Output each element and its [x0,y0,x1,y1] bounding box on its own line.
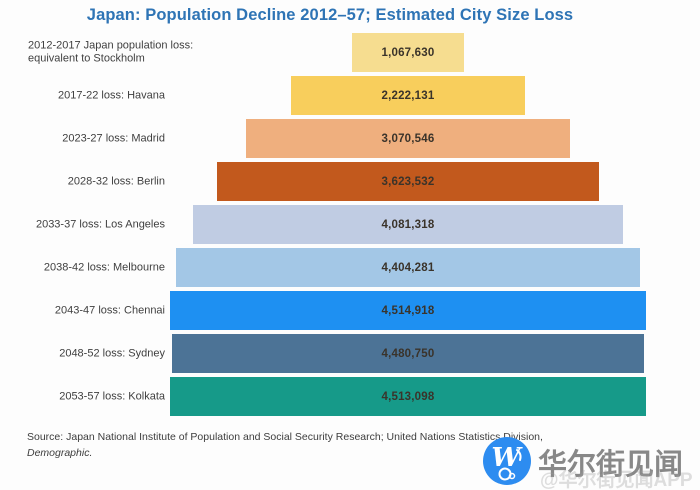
row-label: 2012-2017 Japan population loss: equival… [28,39,194,65]
row-label: 2017-22 loss: Havana [57,88,165,101]
funnel-row: 2023-27 loss: Madrid 3,070,546 [0,119,700,158]
row-label: 2033-37 loss: Los Angeles [35,217,165,230]
chart-title: Japan: Population Decline 2012–57; Estim… [86,6,574,24]
funnel-row: 2043-47 loss: Chennai 4,514,918 [0,291,700,330]
funnel-row: 2028-32 loss: Berlin 3,623,532 [0,162,700,201]
bar-value-label: 2,222,131 [381,89,435,102]
funnel-row: 2012-2017 Japan population loss: equival… [0,33,700,72]
row-label: 2028-32 loss: Berlin [67,174,165,187]
source-note: Source: Japan National Institute of Popu… [27,429,543,461]
funnel-rows: 2012-2017 Japan population loss: equival… [0,33,700,420]
bar-value-label: 4,404,281 [381,261,435,274]
funnel-bar: 4,480,750 [172,334,644,373]
funnel-bar: 4,514,918 [170,291,646,330]
funnel-bar: 2,222,131 [291,76,525,115]
row-label: 2048-52 loss: Sydney [59,346,165,359]
funnel-bar: 3,070,546 [246,119,570,158]
row-label: 2038-42 loss: Melbourne [43,260,165,273]
source-line2: Demographic. [27,447,93,459]
watermark-handle-text: @华尔街见闻APP [540,470,693,490]
bar-value-label: 4,081,318 [381,218,435,231]
bar-value-label: 4,514,918 [381,304,435,317]
funnel-row: 2053-57 loss: Kolkata 4,513,098 [0,377,700,416]
row-label: 2023-27 loss: Madrid [62,131,165,144]
funnel-row: 2038-42 loss: Melbourne 4,404,281 [0,248,700,287]
row-label: 2043-47 loss: Chennai [54,303,165,316]
wscn-logo-icon: W [483,437,531,485]
row-label: 2053-57 loss: Kolkata [59,389,165,402]
funnel-bar: 3,623,532 [217,162,599,201]
source-line1: Source: Japan National Institute of Popu… [27,431,543,443]
bar-value-label: 1,067,630 [381,46,435,59]
bar-value-label: 3,623,532 [381,175,435,188]
bar-value-label: 4,513,098 [381,390,435,403]
funnel-bar: 1,067,630 [351,33,465,72]
funnel-row: 2017-22 loss: Havana 2,222,131 [0,76,700,115]
funnel-bar: 4,404,281 [176,248,640,287]
funnel-bar: 4,081,318 [193,205,623,244]
bar-value-label: 4,480,750 [381,347,435,360]
funnel-row: 2048-52 loss: Sydney 4,480,750 [0,334,700,373]
watermark: W 华尔街见闻 @华尔街见闻APP [482,433,693,490]
funnel-row: 2033-37 loss: Los Angeles 4,081,318 [0,205,700,244]
watermark-brand-text: 华尔街见闻 [538,449,684,481]
funnel-bar: 4,513,098 [170,377,646,416]
bar-value-label: 3,070,546 [381,132,435,145]
